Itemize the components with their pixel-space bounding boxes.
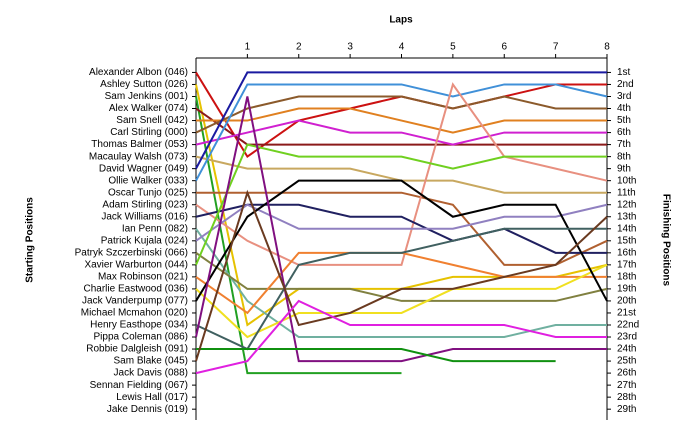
starting-position-label: Xavier Warburton (044)	[84, 259, 188, 270]
chart-title: Laps	[389, 15, 413, 26]
finishing-position-label: 24th	[617, 344, 636, 355]
finishing-position-label: 29th	[617, 404, 636, 415]
starting-position-label: Jack Vanderpump (077)	[82, 296, 188, 307]
x-tick-label: 7	[553, 42, 559, 53]
driver-line	[195, 228, 607, 339]
finishing-position-label: 15th	[617, 235, 636, 246]
starting-position-label: Alexander Albon (046)	[89, 67, 188, 78]
starting-position-label: Thomas Balmer (053)	[91, 139, 188, 150]
finishing-position-label: 11th	[617, 187, 636, 198]
finishing-position-label: 1st	[617, 67, 631, 78]
y-axis-label-right: Finishing Positions	[660, 194, 671, 287]
driver-line	[195, 95, 607, 134]
starting-position-label: Lewis Hall (017)	[116, 392, 188, 403]
driver-line	[196, 107, 607, 134]
driver-line	[195, 189, 608, 362]
x-tick-label: 1	[245, 42, 251, 53]
x-tick-label: 4	[399, 42, 405, 53]
finishing-position-label: 17th	[617, 259, 636, 270]
driver-line	[195, 203, 608, 242]
driver-line	[195, 83, 608, 182]
finishing-position-label: 13th	[617, 211, 636, 222]
finishing-position-label: 12th	[617, 199, 636, 210]
starting-position-label: Ollie Walker (033)	[108, 175, 188, 186]
finishing-position-label: 19th	[617, 284, 636, 295]
starting-position-label: Jack Davis (088)	[114, 368, 188, 379]
driver-line	[195, 227, 607, 351]
finishing-position-label: 8th	[617, 151, 631, 162]
finishing-position-label: 18th	[617, 272, 636, 283]
starting-position-label: Max Robinson (021)	[98, 272, 188, 283]
starting-position-label: Patrick Kujala (024)	[101, 235, 188, 246]
driver-line	[195, 143, 607, 266]
finishing-position-label: 14th	[617, 223, 636, 234]
driver-line	[195, 71, 607, 170]
finishing-position-label: 20th	[617, 296, 636, 307]
starting-position-label: Robbie Dalgleish (091)	[86, 344, 188, 355]
driver-line	[195, 119, 607, 146]
starting-position-label: David Wagner (049)	[99, 163, 188, 174]
driver-line	[195, 299, 607, 375]
driver-line	[196, 348, 556, 363]
starting-position-label: Patryk Szczerbinski (066)	[75, 247, 188, 258]
finishing-position-label: 10th	[617, 175, 636, 186]
driver-line	[195, 96, 402, 375]
starting-position-label: Jake Dennis (019)	[107, 404, 188, 415]
starting-position-label: Pippa Coleman (086)	[94, 332, 189, 343]
finishing-position-label: 2nd	[617, 79, 634, 90]
starting-position-label: Carl Stirling (000)	[110, 127, 188, 138]
starting-position-label: Charlie Eastwood (036)	[84, 284, 189, 295]
x-tick-label: 6	[501, 42, 507, 53]
starting-position-label: Michael Mcmahon (020)	[81, 308, 188, 319]
x-tick-label: 2	[296, 42, 302, 53]
finishing-position-label: 16th	[617, 247, 636, 258]
x-tick-label: 8	[604, 42, 610, 53]
starting-position-label: Alex Walker (074)	[109, 103, 188, 114]
driver-line	[196, 191, 608, 266]
finishing-position-label: 5th	[617, 115, 631, 126]
finishing-position-label: 4th	[617, 103, 631, 114]
finishing-position-label: 3rd	[617, 91, 631, 102]
driver-line	[195, 82, 608, 266]
starting-position-label: Sam Snell (042)	[116, 115, 188, 126]
starting-position-label: Macaulay Walsh (073)	[89, 151, 188, 162]
starting-position-label: Henry Easthope (034)	[90, 320, 188, 331]
driver-line	[195, 96, 607, 363]
starting-position-label: Jack Williams (016)	[101, 211, 188, 222]
finishing-position-label: 9th	[617, 163, 631, 174]
starting-position-label: Sam Jenkins (001)	[105, 91, 188, 102]
finishing-position-label: 6th	[617, 127, 631, 138]
finishing-position-label: 7th	[617, 139, 631, 150]
y-axis-label-left: Starting Positions	[25, 197, 36, 283]
driver-line	[195, 263, 608, 339]
finishing-position-label: 23rd	[617, 332, 637, 343]
finishing-position-label: 27th	[617, 380, 636, 391]
starting-position-label: Adam Stirling (023)	[102, 199, 188, 210]
finishing-position-label: 28th	[617, 392, 636, 403]
starting-position-label: Oscar Tunjo (025)	[108, 187, 188, 198]
finishing-position-label: 21st	[617, 308, 636, 319]
x-tick-label: 3	[347, 42, 353, 53]
finishing-position-label: 25th	[617, 356, 636, 367]
driver-line	[195, 107, 607, 146]
x-tick-label: 5	[450, 42, 456, 53]
starting-position-label: Ian Penn (082)	[122, 223, 188, 234]
driver-line	[195, 252, 608, 302]
finishing-position-label: 22nd	[617, 320, 639, 331]
starting-position-label: Ashley Sutton (026)	[100, 79, 188, 90]
starting-position-label: Sam Blake (045)	[114, 356, 188, 367]
starting-position-label: Sennan Fielding (067)	[90, 380, 188, 391]
driver-line	[195, 179, 608, 302]
finishing-position-label: 26th	[617, 368, 636, 379]
